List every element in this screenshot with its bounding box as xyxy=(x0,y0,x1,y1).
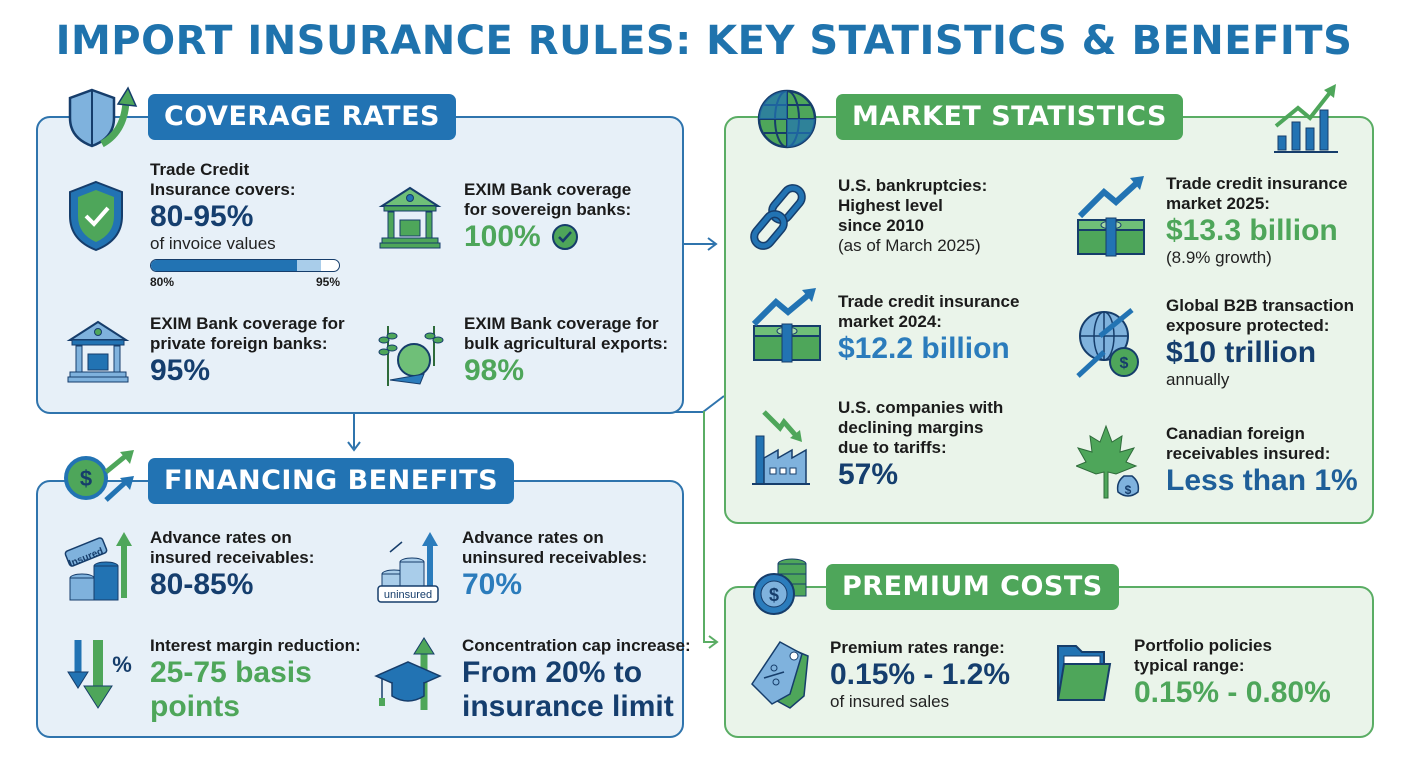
premium-costs-panel xyxy=(724,586,1374,738)
global-b2b-stat: Global B2B transaction exposure protecte… xyxy=(1166,296,1354,389)
market-2025-stat: Trade credit insurance market 2025: $13.… xyxy=(1166,174,1348,267)
globe-dollar-icon: $ xyxy=(1074,306,1144,382)
check-circle-icon xyxy=(551,224,578,250)
bank-icon xyxy=(378,184,442,250)
svg-text:%: % xyxy=(112,652,132,677)
private-banks-coverage: EXIM Bank coverage for private foreign b… xyxy=(150,314,345,387)
market-2024-stat: Trade credit insurance market 2024: $12.… xyxy=(838,292,1020,365)
financing-benefits-heading: FINANCING BENEFITS xyxy=(148,458,515,504)
insured-advance-rates: Advance rates on insured receivables: 80… xyxy=(150,528,315,601)
interest-margin-reduction: Interest margin reduction: 25-75 basis p… xyxy=(150,636,361,723)
svg-text:$: $ xyxy=(80,466,92,491)
shield-check-icon xyxy=(66,178,126,254)
broken-chain-icon xyxy=(750,180,814,252)
graduation-cap-icon xyxy=(374,636,450,712)
money-growth-icon xyxy=(1074,174,1154,264)
svg-text:$: $ xyxy=(1120,355,1129,372)
market-statistics-panel xyxy=(724,116,1374,524)
coverage-progress-bar xyxy=(150,259,340,272)
agricultural-exports-coverage: EXIM Bank coverage for bulk agricultural… xyxy=(464,314,669,387)
dollar-growth-icon: $ xyxy=(62,448,140,506)
maple-leaf-icon: $ xyxy=(1076,424,1142,500)
concentration-cap-increase: Concentration cap increase: From 20% to … xyxy=(462,636,691,723)
financing-benefits-panel xyxy=(36,480,684,738)
coins-dollar-icon: $ xyxy=(752,556,816,618)
trade-credit-value: 80-95% xyxy=(150,200,254,233)
svg-text:uninsured: uninsured xyxy=(384,589,432,601)
us-bankruptcies-stat: U.S. bankruptcies: Highest level since 2… xyxy=(838,176,988,255)
premium-costs-heading: PREMIUM COSTS xyxy=(826,564,1119,610)
price-tag-icon xyxy=(750,636,820,712)
produce-icon xyxy=(376,316,446,388)
percent-down-icon: % xyxy=(64,636,136,712)
declining-margins-stat: U.S. companies with declining margins du… xyxy=(838,398,1004,491)
coins-up-icon: Insured xyxy=(62,530,138,606)
page-title: IMPORT INSURANCE RULES: KEY STATISTICS &… xyxy=(55,18,1353,64)
money-growth-icon xyxy=(750,288,830,368)
factory-decline-icon xyxy=(750,410,810,488)
coins-up-icon: uninsured xyxy=(374,530,450,606)
coverage-rates-heading: COVERAGE RATES xyxy=(148,94,456,140)
trade-credit-coverage: Trade Credit Insurance covers: 80-95% of… xyxy=(150,160,340,289)
portfolio-policies-range: Portfolio policies typical range: 0.15% … xyxy=(1134,636,1331,709)
svg-text:$: $ xyxy=(1125,483,1132,497)
folder-icon xyxy=(1054,642,1114,704)
uninsured-advance-rates: Advance rates on uninsured receivables: … xyxy=(462,528,648,601)
bank-icon xyxy=(66,318,130,384)
shield-growth-icon xyxy=(62,82,142,152)
svg-text:$: $ xyxy=(769,585,779,605)
market-statistics-heading: MARKET STATISTICS xyxy=(836,94,1183,140)
premium-rates-range: Premium rates range: 0.15% - 1.2% of ins… xyxy=(830,638,1011,711)
coverage-rates-panel xyxy=(36,116,684,414)
globe-icon xyxy=(756,88,818,150)
growth-chart-icon xyxy=(1272,82,1342,154)
canadian-receivables-stat: Canadian foreign receivables insured: Le… xyxy=(1166,424,1358,497)
sovereign-banks-coverage: EXIM Bank coverage for sovereign banks: … xyxy=(464,180,632,253)
